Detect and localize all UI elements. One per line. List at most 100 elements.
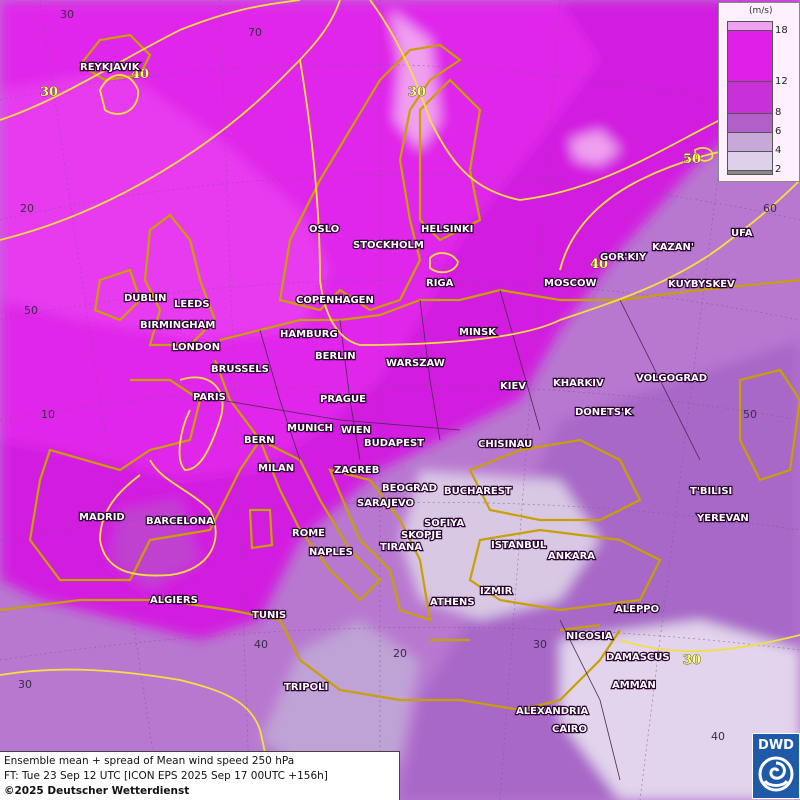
- city-label: TIRANA: [380, 542, 422, 553]
- city-label: ANKARA: [548, 551, 595, 562]
- city-label: LONDON: [172, 342, 220, 353]
- city-label: MILAN: [258, 463, 294, 474]
- city-label: TUNIS: [252, 610, 286, 621]
- city-label: YEREVAN: [696, 513, 749, 524]
- legend-tick: 8: [775, 107, 782, 118]
- isotach-label: 30: [683, 653, 701, 668]
- grid-label: 20: [20, 202, 34, 215]
- city-label: PARIS: [193, 392, 226, 403]
- isotach-label: 30: [40, 85, 58, 100]
- city-label: MADRID: [79, 512, 125, 523]
- grid-label: 50: [24, 304, 38, 317]
- city-label: GOR'KIY: [600, 252, 647, 263]
- city-label: SARAJEVO: [357, 498, 414, 509]
- city-label: WIEN: [341, 425, 371, 436]
- grid-label: 30: [18, 678, 32, 691]
- city-label: ZAGREB: [334, 465, 379, 476]
- city-label: MINSK: [459, 327, 497, 338]
- city-label: STOCKHOLM: [353, 240, 424, 251]
- legend-tick: 4: [775, 145, 782, 156]
- isotach-labels: 40 30 30 50 40 30: [40, 67, 702, 669]
- legend-swatch-6-8: [728, 114, 772, 133]
- city-label: KHARKIV: [553, 378, 604, 389]
- city-label: SOFIYA: [424, 518, 465, 529]
- legend-swatch-below-2: [728, 171, 772, 174]
- city-label: OSLO: [309, 224, 339, 235]
- city-label: BRUSSELS: [211, 364, 269, 375]
- city-label: NAPLES: [309, 547, 353, 558]
- legend-swatch-8-12: [728, 82, 772, 114]
- caption-title: Ensemble mean + spread of Mean wind spee…: [4, 755, 295, 767]
- city-label: NICOSIA: [566, 631, 613, 642]
- grid-label: 40: [711, 730, 725, 743]
- city-label: KUYBYSKEV: [668, 279, 735, 290]
- city-label: DUBLIN: [124, 293, 167, 304]
- legend-swatch-4-6: [728, 133, 772, 152]
- city-label: BEOGRAD: [382, 483, 437, 494]
- caption-copyright: ©2025 Deutscher Wetterdienst: [4, 785, 190, 797]
- city-label: ALEXANDRIA: [516, 706, 588, 717]
- grid-label: 30: [60, 8, 74, 21]
- grid-label: 60: [763, 202, 777, 215]
- city-label: MUNICH: [287, 423, 333, 434]
- city-label: HELSINKI: [421, 224, 473, 235]
- city-label: BERN: [244, 435, 275, 446]
- dwd-swirl-icon: [758, 756, 794, 792]
- city-label: BUCHAREST: [444, 486, 512, 497]
- legend-tick: 6: [775, 126, 782, 137]
- city-label: CAIRO: [552, 724, 587, 735]
- city-label: TRIPOLI: [284, 682, 328, 693]
- city-label: AMMAN: [612, 680, 656, 691]
- city-label: LEEDS: [174, 299, 210, 310]
- city-label: BIRMINGHAM: [140, 320, 215, 331]
- isotach-label: 40: [590, 257, 608, 272]
- legend-tick: 2: [775, 164, 782, 175]
- city-label: REYKJAVIK: [80, 62, 141, 73]
- city-label: RIGA: [426, 278, 454, 289]
- isotach-label: 40: [131, 67, 149, 82]
- city-label: T'BILISI: [690, 486, 732, 497]
- grid-label: 10: [41, 408, 55, 421]
- city-label: KIEV: [500, 381, 526, 392]
- caption-forecast-time: FT: Tue 23 Sep 12 UTC [ICON EPS 2025 Sep…: [4, 770, 328, 782]
- city-label: BERLIN: [315, 351, 356, 362]
- dwd-logo-text: DWD: [758, 738, 794, 753]
- legend-swatch-18plus: [728, 22, 772, 31]
- grid-label: 30: [533, 638, 547, 651]
- isotach-label: 50: [683, 152, 701, 167]
- city-label: SKOPJE: [401, 530, 442, 541]
- city-label: MOSCOW: [544, 278, 597, 289]
- grid-label: 20: [393, 647, 407, 660]
- legend-unit: (m/s): [749, 6, 773, 16]
- grid-labels: 30 70 20 60 50 10 50 40 20 30 30 40: [18, 8, 777, 743]
- city-label: DONETS'K: [575, 407, 633, 418]
- legend-tick: 12: [775, 76, 788, 87]
- grid-label: 70: [248, 26, 262, 39]
- legend-tick: 18: [775, 25, 788, 36]
- city-label: BUDAPEST: [364, 438, 424, 449]
- city-label: IZMIR: [480, 586, 513, 597]
- city-label: ALGIERS: [150, 595, 198, 606]
- legend-colorbar: [727, 21, 773, 175]
- grid-label: 40: [254, 638, 268, 651]
- grid-label: 50: [743, 408, 757, 421]
- city-label: ROME: [292, 528, 325, 539]
- color-legend: (m/s) 18 12 8 6 4 2: [718, 2, 800, 182]
- city-label: KAZAN': [652, 242, 694, 253]
- city-label: VOLGOGRAD: [636, 373, 707, 384]
- city-label: ALEPPO: [615, 604, 659, 615]
- city-label: PRAGUE: [320, 394, 366, 405]
- city-label: HAMBURG: [280, 329, 338, 340]
- city-label: COPENHAGEN: [296, 295, 374, 306]
- city-label: WARSZAW: [386, 358, 445, 369]
- coastlines: [0, 33, 800, 712]
- map-caption: Ensemble mean + spread of Mean wind spee…: [0, 751, 400, 800]
- city-labels: REYKJAVIK OSLO HELSINKI STOCKHOLM RIGA G…: [78, 61, 754, 736]
- dwd-logo: DWD: [752, 733, 800, 799]
- borders: [219, 289, 701, 781]
- legend-swatch-12-18: [728, 31, 772, 82]
- city-label: DAMASCUS: [606, 652, 670, 663]
- city-label: UFA: [731, 228, 753, 239]
